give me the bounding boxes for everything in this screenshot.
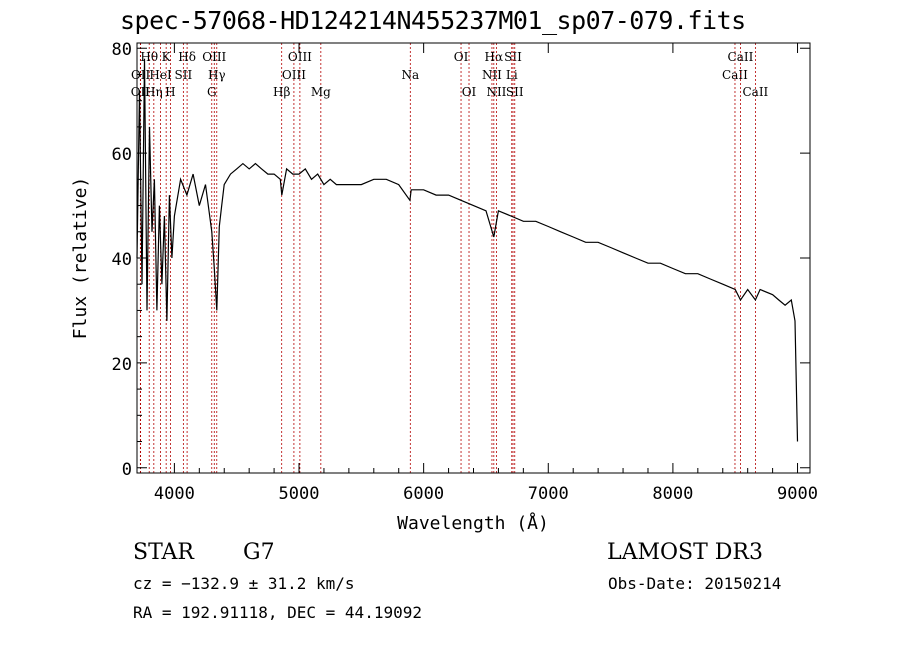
x-tick-label: 8000	[652, 484, 693, 504]
spectral-line-label: NII	[486, 85, 506, 99]
spectral-line-label: OIII	[288, 50, 312, 64]
spectral-line-label: CaII	[742, 85, 768, 99]
y-tick-label: 0	[122, 460, 132, 480]
y-tick-label: 80	[112, 40, 132, 60]
spectral-line-label: SII	[506, 85, 524, 99]
chart-title: spec-57068-HD124214N455237M01_sp07-079.f…	[120, 6, 746, 35]
spectral-line-label: K	[162, 50, 172, 64]
plot-frame	[136, 42, 811, 474]
x-tick-label: 9000	[777, 484, 818, 504]
object-class: STAR	[133, 540, 194, 565]
spectral-line-label: OI	[462, 85, 477, 99]
observation-date: Obs-Date: 20150214	[608, 574, 782, 593]
spectral-line-label: OIII	[202, 50, 226, 64]
spectral-line-label: H	[165, 85, 175, 99]
spectral-line-label: Hη	[145, 85, 163, 99]
y-tick-label: 20	[112, 355, 132, 375]
object-subclass: G7	[243, 540, 275, 565]
spectral-line-label: Na	[401, 68, 419, 82]
spectral-line-label: Hδ	[178, 50, 196, 64]
survey-name: LAMOST DR3	[607, 540, 763, 565]
spectral-line-label: SII	[504, 50, 522, 64]
spectral-line-label: NII	[482, 68, 502, 82]
spectral-line-label: Hγ	[208, 68, 226, 82]
x-tick-label: 7000	[528, 484, 569, 504]
spectral-line-label: OII	[131, 68, 151, 82]
x-tick-label: 4000	[154, 484, 195, 504]
x-tick-label: 5000	[279, 484, 320, 504]
spectral-line-label: Li	[506, 68, 518, 82]
spectral-line-label: CaII	[722, 68, 748, 82]
spectral-line-label: G	[207, 85, 217, 99]
spectral-line-label: Hθ	[140, 50, 158, 64]
spectral-line-label: Mg	[311, 85, 331, 99]
y-tick-label: 60	[112, 145, 132, 165]
spectral-line-label: Hβ	[273, 85, 290, 99]
spectral-line-label: CaII	[728, 50, 754, 64]
spectral-line-label: Hα	[485, 50, 504, 64]
coordinates: RA = 192.91118, DEC = 44.19092	[133, 603, 422, 622]
x-axis-label: Wavelength (Å)	[397, 512, 549, 534]
spectral-line-label: HeI	[149, 68, 172, 82]
spectral-line-label: OI	[454, 50, 469, 64]
spectrum-line	[136, 58, 799, 442]
x-tick-label: 6000	[403, 484, 444, 504]
y-axis-label: Flux (relative)	[70, 177, 91, 340]
y-tick-label: 40	[112, 250, 132, 270]
redshift-info: cz = −132.9 ± 31.2 km/s	[133, 574, 355, 593]
spectral-line-label: OIII	[282, 68, 306, 82]
spectral-line-label: SII	[175, 68, 193, 82]
